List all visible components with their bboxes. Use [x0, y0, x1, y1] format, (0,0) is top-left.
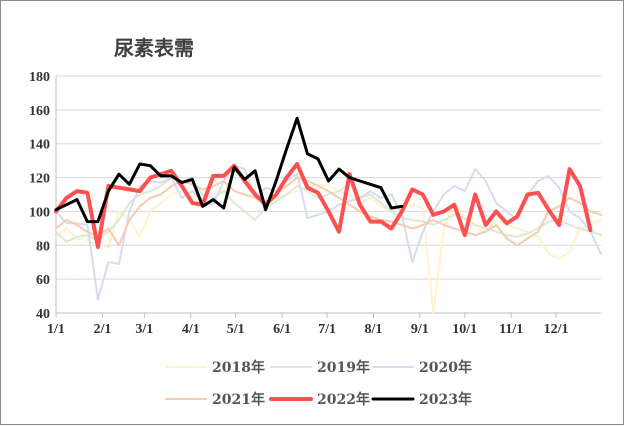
series-line-2023年	[54, 116, 404, 224]
x-tick-label: 10/1	[452, 322, 477, 337]
x-tick-label: 3/1	[135, 322, 153, 337]
y-tick-label: 120	[29, 172, 50, 187]
y-tick-label: 180	[29, 70, 50, 85]
series-line-2022年	[54, 162, 593, 249]
x-tick-label: 2/1	[93, 322, 111, 337]
legend-label: 2020年	[419, 359, 472, 376]
legend-label: 2018年	[212, 359, 265, 376]
x-tick-label: 4/1	[182, 322, 200, 337]
y-tick-label: 40	[36, 307, 50, 322]
legend-label: 2022年	[317, 391, 370, 408]
x-tick-label: 9/1	[411, 322, 429, 337]
series-line-2018年	[55, 168, 602, 314]
y-tick-label: 80	[36, 239, 50, 254]
x-tick-label: 5/1	[227, 322, 245, 337]
x-tick-label: 1/1	[47, 322, 65, 337]
series-line-2019年	[55, 176, 602, 243]
y-tick-label: 60	[36, 273, 50, 288]
series-layer	[54, 116, 602, 314]
axis-layer: 40 60 80 100 120 140 160 180 1/1 2/1 3/1 4/1 5/1 6/1 7…	[29, 70, 601, 337]
legend: 2018年 2019年 2020年 2021年 2022年 2023年	[165, 359, 472, 408]
x-tick-label: 12/1	[544, 322, 569, 337]
y-tick-label: 100	[29, 205, 50, 220]
series-line-2021年	[55, 176, 602, 247]
x-tick-label: 11/1	[499, 322, 523, 337]
x-tick-label: 6/1	[273, 322, 291, 337]
legend-label: 2023年	[419, 391, 472, 408]
y-tick-label: 160	[29, 104, 50, 119]
legend-label: 2019年	[317, 359, 370, 376]
x-tick-label: 8/1	[365, 322, 383, 337]
y-tick-label: 140	[29, 138, 50, 153]
x-tick-label: 7/1	[318, 322, 336, 337]
chart-title: 尿素表需	[114, 36, 194, 60]
legend-label: 2021年	[212, 391, 265, 408]
